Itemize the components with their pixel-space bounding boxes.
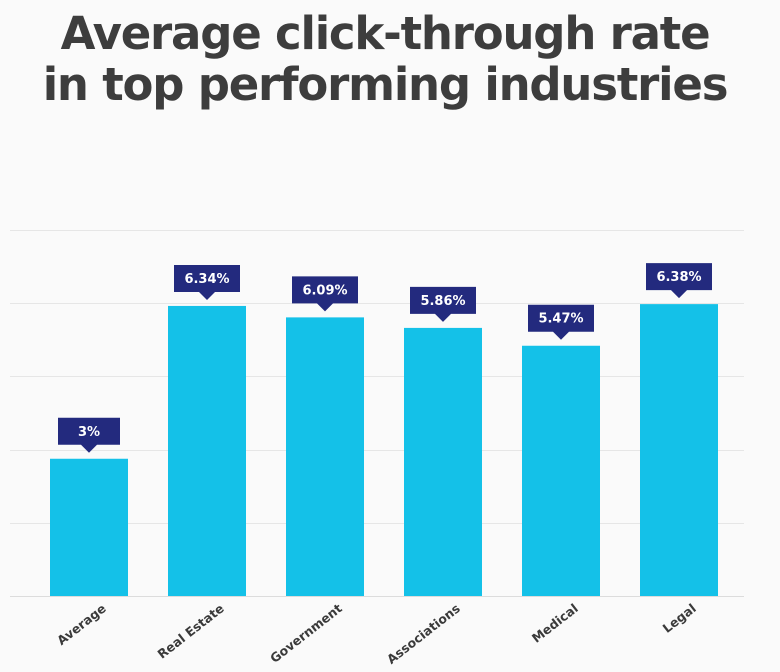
- data-label: 6.34%: [184, 272, 229, 287]
- data-label-box: [528, 304, 594, 340]
- x-tick-label: Average: [54, 601, 109, 648]
- x-tick-label: Legal: [660, 601, 699, 636]
- x-axis-tick-labels: Average Real Estate Government Associations…: [54, 601, 699, 667]
- x-tick-label: Medical: [529, 601, 581, 646]
- data-label-box: [410, 286, 476, 322]
- bar: [50, 458, 128, 596]
- chart-title: Average click-through rate in top perfor…: [42, 7, 729, 111]
- data-label: 6.38%: [656, 270, 701, 285]
- bar: [640, 304, 718, 596]
- bar: [168, 305, 246, 596]
- data-label: 3%: [78, 425, 100, 440]
- data-label: 5.86%: [420, 294, 465, 309]
- data-label-box: [646, 263, 712, 299]
- data-label-box: [58, 417, 120, 453]
- x-tick-label: Government: [267, 601, 345, 666]
- x-tick-label: Real Estate: [155, 601, 227, 662]
- x-tick-label: Associations: [384, 601, 463, 667]
- bar: [286, 317, 364, 596]
- data-labels: 3% 6.34% 6.09% 5.86% 5.47% 6.38%: [58, 263, 712, 453]
- gridlines: [10, 230, 744, 597]
- data-label: 5.47%: [538, 312, 583, 327]
- bar: [404, 327, 482, 596]
- data-label: 6.09%: [302, 283, 347, 298]
- data-label-box: [292, 276, 358, 312]
- bars: [50, 304, 718, 596]
- bar: [522, 345, 600, 596]
- data-label-box: [174, 264, 240, 300]
